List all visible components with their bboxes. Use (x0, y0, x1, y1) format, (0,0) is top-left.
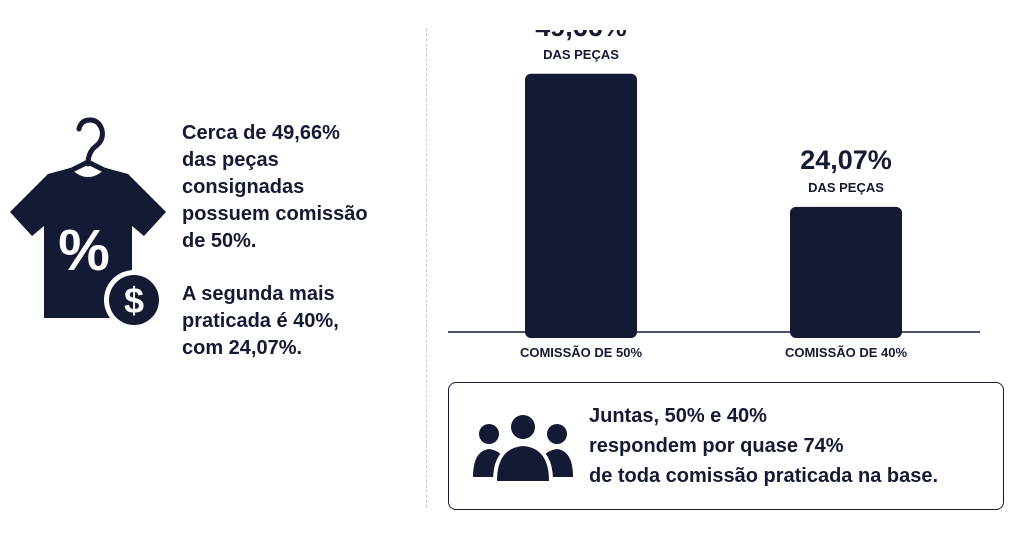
bar-2 (790, 206, 902, 338)
text-line: praticada é 40%, (182, 310, 339, 332)
commission-bar-chart: 49,66% DAS PEÇAS COMISSÃO DE 50% 24,07% DAS … (440, 12, 1000, 370)
paragraph-main-share: Cerca de 49,66% das peças consignadas po… (182, 120, 382, 255)
text-line: consignadas (182, 176, 305, 198)
summary-line: respondem por quase 74% (589, 435, 844, 457)
chart-svg: 49,66% DAS PEÇAS COMISSÃO DE 50% 24,07% DAS … (448, 12, 980, 360)
bar-unit-label: DAS PEÇAS (808, 180, 884, 195)
dollar-coin-icon: $ (104, 270, 164, 330)
text-line: A segunda mais (182, 283, 335, 305)
summary-line: Juntas, 50% e 40% (589, 405, 767, 427)
summary-text: Juntas, 50% e 40% respondem por quase 74… (589, 401, 999, 491)
text-line: possuem comissão (182, 203, 368, 225)
summary-line: de toda comissão praticada na base. (589, 465, 939, 487)
category-label: COMISSÃO DE 40% (785, 345, 908, 360)
category-label: COMISSÃO DE 50% (520, 345, 643, 360)
bar-value-label: 49,66% (535, 30, 627, 42)
shirt-hanger-percent-icon: % $ (4, 112, 172, 332)
summary-box: Juntas, 50% e 40% respondem por quase 74… (448, 382, 1004, 510)
people-group-icon (473, 412, 573, 481)
text-line: das peças (182, 149, 279, 171)
svg-text:$: $ (124, 280, 144, 321)
bar-value-label: 24,07% (800, 145, 892, 175)
bar-1 (525, 73, 637, 338)
dashed-divider (426, 28, 427, 508)
paragraph-second-share: A segunda mais praticada é 40%, com 24,0… (182, 281, 382, 362)
text-line: com 24,07%. (182, 337, 303, 359)
svg-text:%: % (58, 218, 110, 283)
left-description: Cerca de 49,66% das peças consignadas po… (182, 120, 382, 362)
text-line: Cerca de 49,66% (182, 122, 340, 144)
bar-unit-label: DAS PEÇAS (543, 47, 619, 62)
text-line: de 50%. (182, 230, 257, 252)
